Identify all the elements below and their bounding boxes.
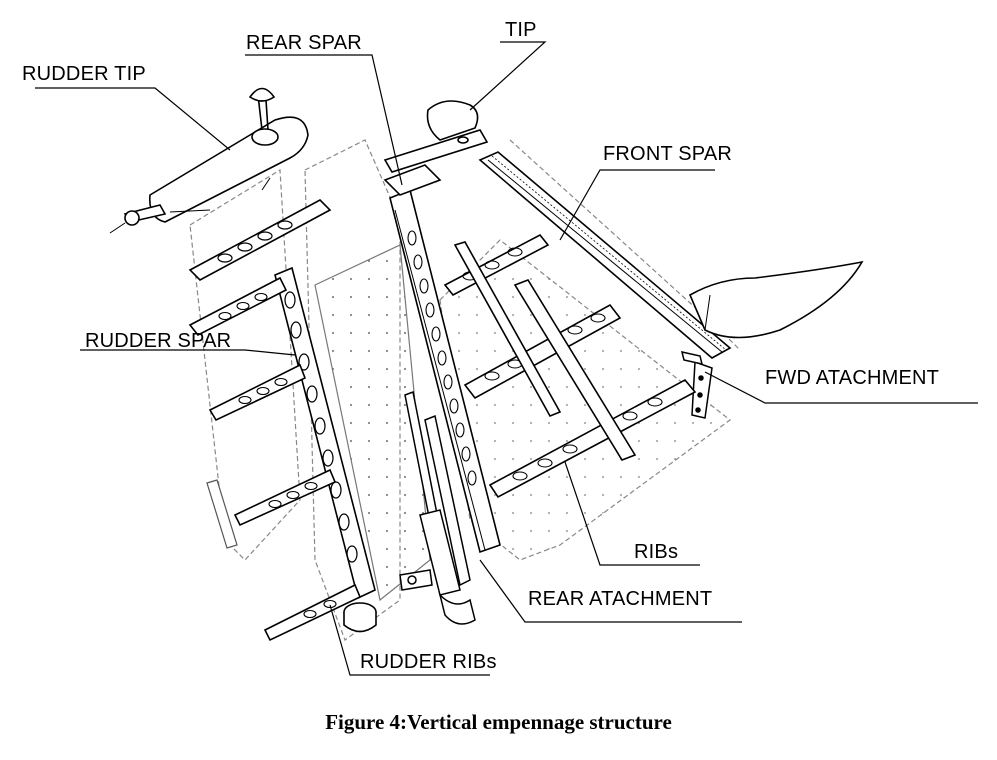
label-rear-spar: REAR SPAR [246, 32, 362, 54]
tip-part [383, 100, 489, 173]
rudder-spar-part [274, 266, 376, 600]
label-rudder-ribs: RUDDER RIBs [360, 651, 497, 673]
rudder-rib-top [188, 199, 332, 281]
skin-panel-fin-left [304, 139, 401, 641]
leader-lines [35, 41, 978, 676]
rudder-ribs-part [188, 276, 377, 642]
dorsal-fairing-part [688, 260, 864, 339]
leader-rear-spar [245, 54, 403, 186]
bracket-left [206, 479, 238, 549]
label-front-spar: FRONT SPAR [603, 143, 733, 165]
label-fwd-attachment: FWD ATACHMENT [765, 367, 940, 389]
rear-spar-part [383, 164, 501, 554]
label-rudder-tip: RUDDER TIP [22, 63, 146, 85]
figure-caption: Figure 4:Vertical empennage structure [325, 710, 672, 734]
leader-rudder-tip [35, 87, 231, 151]
label-ribs: RIBs [634, 541, 679, 563]
label-tip: TIP [505, 19, 537, 41]
leader-rudder-spar [80, 349, 296, 356]
ribs-part [443, 233, 697, 499]
label-rear-attachment: REAR ATACHMENT [528, 588, 713, 610]
leader-fwd-attachment [704, 371, 978, 404]
leader-tip [469, 41, 547, 111]
label-rudder-spar: RUDDER SPAR [85, 330, 232, 352]
rudder-tip-part [109, 87, 309, 234]
fwd-attachment-part [680, 351, 713, 419]
rear-attachment-part [399, 390, 476, 625]
leader-front-spar [559, 169, 715, 241]
skin-panel-fin-center [314, 244, 431, 602]
skin-panel-rudder [189, 168, 301, 561]
leader-rear-attachment [479, 559, 742, 623]
front-spar-part [478, 151, 732, 359]
leader-ribs [564, 461, 700, 566]
leader-rudder-ribs [329, 604, 490, 676]
